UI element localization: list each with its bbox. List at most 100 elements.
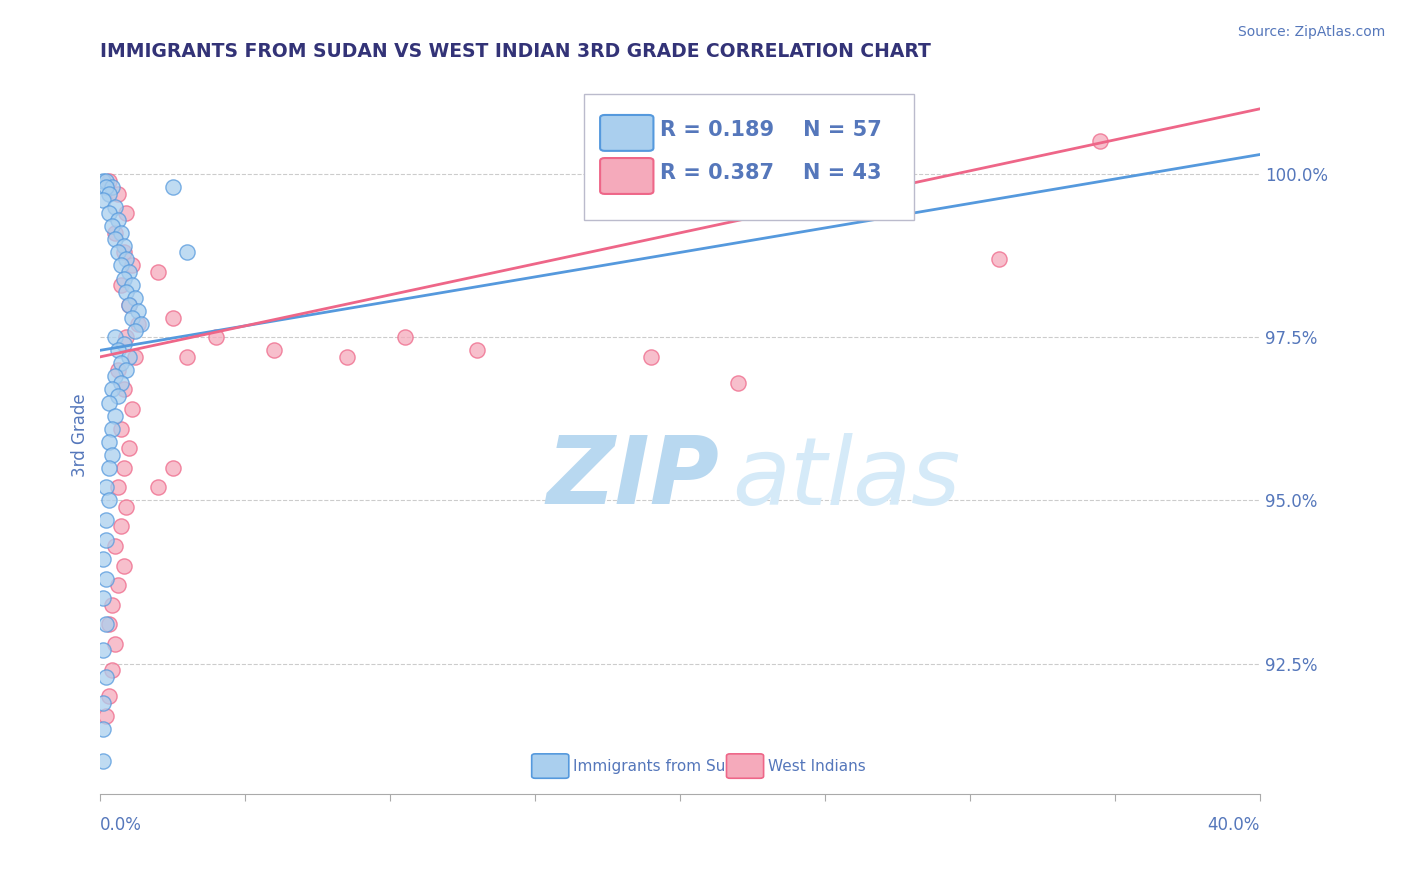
- Point: [107, 363, 129, 377]
- Point: [94, 513, 117, 527]
- Point: [112, 336, 135, 351]
- Point: [94, 480, 117, 494]
- Point: [107, 578, 129, 592]
- Point: [129, 317, 152, 331]
- FancyBboxPatch shape: [727, 754, 763, 778]
- Point: [91, 173, 114, 187]
- Point: [110, 226, 132, 240]
- Point: [1090, 135, 1112, 149]
- Point: [98, 617, 121, 632]
- Point: [205, 330, 228, 344]
- Point: [112, 460, 135, 475]
- Point: [640, 350, 662, 364]
- Point: [112, 239, 135, 253]
- Point: [91, 696, 114, 710]
- Point: [115, 363, 138, 377]
- Text: 0.0%: 0.0%: [100, 816, 142, 834]
- Point: [115, 285, 138, 299]
- Point: [176, 245, 198, 260]
- Text: West Indians: West Indians: [768, 758, 866, 773]
- Point: [121, 259, 143, 273]
- Text: atlas: atlas: [733, 433, 960, 524]
- Text: 40.0%: 40.0%: [1208, 816, 1260, 834]
- FancyBboxPatch shape: [531, 754, 569, 778]
- Point: [98, 395, 121, 409]
- Point: [112, 558, 135, 573]
- Point: [112, 245, 135, 260]
- Point: [127, 317, 149, 331]
- Text: R = 0.387    N = 43: R = 0.387 N = 43: [661, 163, 882, 183]
- Point: [727, 376, 749, 390]
- Point: [162, 310, 184, 325]
- FancyBboxPatch shape: [583, 95, 914, 219]
- Point: [101, 383, 124, 397]
- Y-axis label: 3rd Grade: 3rd Grade: [72, 393, 89, 477]
- Point: [124, 291, 146, 305]
- Text: ZIP: ZIP: [547, 433, 720, 524]
- Point: [94, 572, 117, 586]
- Point: [91, 552, 114, 566]
- Point: [91, 722, 114, 736]
- Point: [91, 193, 114, 207]
- Point: [110, 421, 132, 435]
- FancyBboxPatch shape: [600, 115, 654, 151]
- Point: [121, 402, 143, 417]
- Point: [104, 200, 127, 214]
- Point: [110, 519, 132, 533]
- Point: [115, 206, 138, 220]
- Point: [110, 356, 132, 370]
- Point: [176, 350, 198, 364]
- Point: [94, 670, 117, 684]
- Point: [124, 324, 146, 338]
- Point: [98, 493, 121, 508]
- Point: [107, 480, 129, 494]
- Point: [115, 330, 138, 344]
- Point: [104, 330, 127, 344]
- Point: [107, 389, 129, 403]
- Point: [127, 304, 149, 318]
- Text: R = 0.189    N = 57: R = 0.189 N = 57: [661, 120, 882, 140]
- Point: [101, 448, 124, 462]
- Point: [118, 441, 141, 455]
- Point: [98, 186, 121, 201]
- Point: [263, 343, 285, 358]
- Point: [112, 271, 135, 285]
- Point: [94, 617, 117, 632]
- Point: [118, 297, 141, 311]
- Point: [115, 500, 138, 514]
- Text: IMMIGRANTS FROM SUDAN VS WEST INDIAN 3RD GRADE CORRELATION CHART: IMMIGRANTS FROM SUDAN VS WEST INDIAN 3RD…: [100, 42, 931, 61]
- Point: [110, 259, 132, 273]
- Text: Immigrants from Sudan: Immigrants from Sudan: [574, 758, 755, 773]
- Point: [118, 265, 141, 279]
- Point: [91, 591, 114, 606]
- Point: [465, 343, 488, 358]
- Point: [107, 212, 129, 227]
- Point: [104, 232, 127, 246]
- Point: [94, 173, 117, 187]
- Point: [104, 637, 127, 651]
- Point: [107, 245, 129, 260]
- Point: [98, 206, 121, 220]
- Point: [101, 663, 124, 677]
- Point: [112, 383, 135, 397]
- Point: [107, 343, 129, 358]
- Point: [110, 376, 132, 390]
- Point: [104, 409, 127, 423]
- Point: [94, 708, 117, 723]
- Point: [107, 186, 129, 201]
- Point: [91, 643, 114, 657]
- Point: [91, 755, 114, 769]
- Point: [148, 265, 170, 279]
- Point: [115, 252, 138, 266]
- Point: [101, 219, 124, 234]
- Point: [124, 350, 146, 364]
- Point: [104, 226, 127, 240]
- Point: [148, 480, 170, 494]
- Point: [394, 330, 416, 344]
- Text: Source: ZipAtlas.com: Source: ZipAtlas.com: [1237, 25, 1385, 39]
- Point: [118, 350, 141, 364]
- Point: [101, 421, 124, 435]
- Point: [118, 297, 141, 311]
- Point: [104, 369, 127, 384]
- Point: [162, 460, 184, 475]
